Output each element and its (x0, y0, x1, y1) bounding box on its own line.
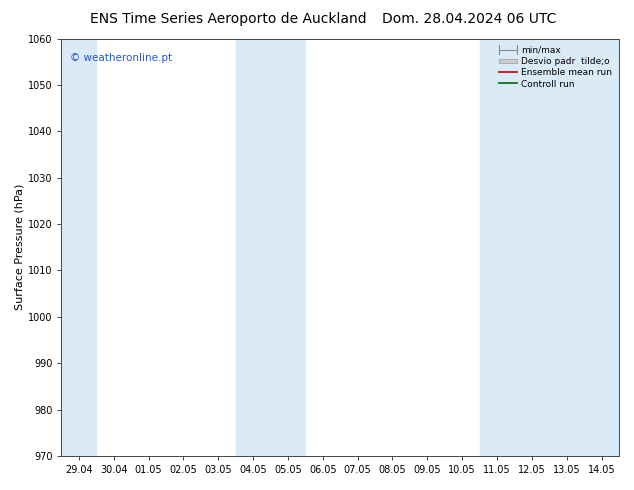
Bar (479, 39, 549, 456)
Y-axis label: Surface Pressure (hPa): Surface Pressure (hPa) (15, 184, 25, 311)
Text: © weatheronline.pt: © weatheronline.pt (70, 53, 172, 63)
Bar (61, 39, 96, 456)
Text: ENS Time Series Aeroporto de Auckland: ENS Time Series Aeroporto de Auckland (90, 12, 366, 26)
Text: Dom. 28.04.2024 06 UTC: Dom. 28.04.2024 06 UTC (382, 12, 557, 26)
Bar (236, 39, 306, 456)
Legend: min/max, Desvio padr  tilde;o, Ensemble mean run, Controll run: min/max, Desvio padr tilde;o, Ensemble m… (496, 43, 614, 91)
Bar (549, 39, 619, 456)
